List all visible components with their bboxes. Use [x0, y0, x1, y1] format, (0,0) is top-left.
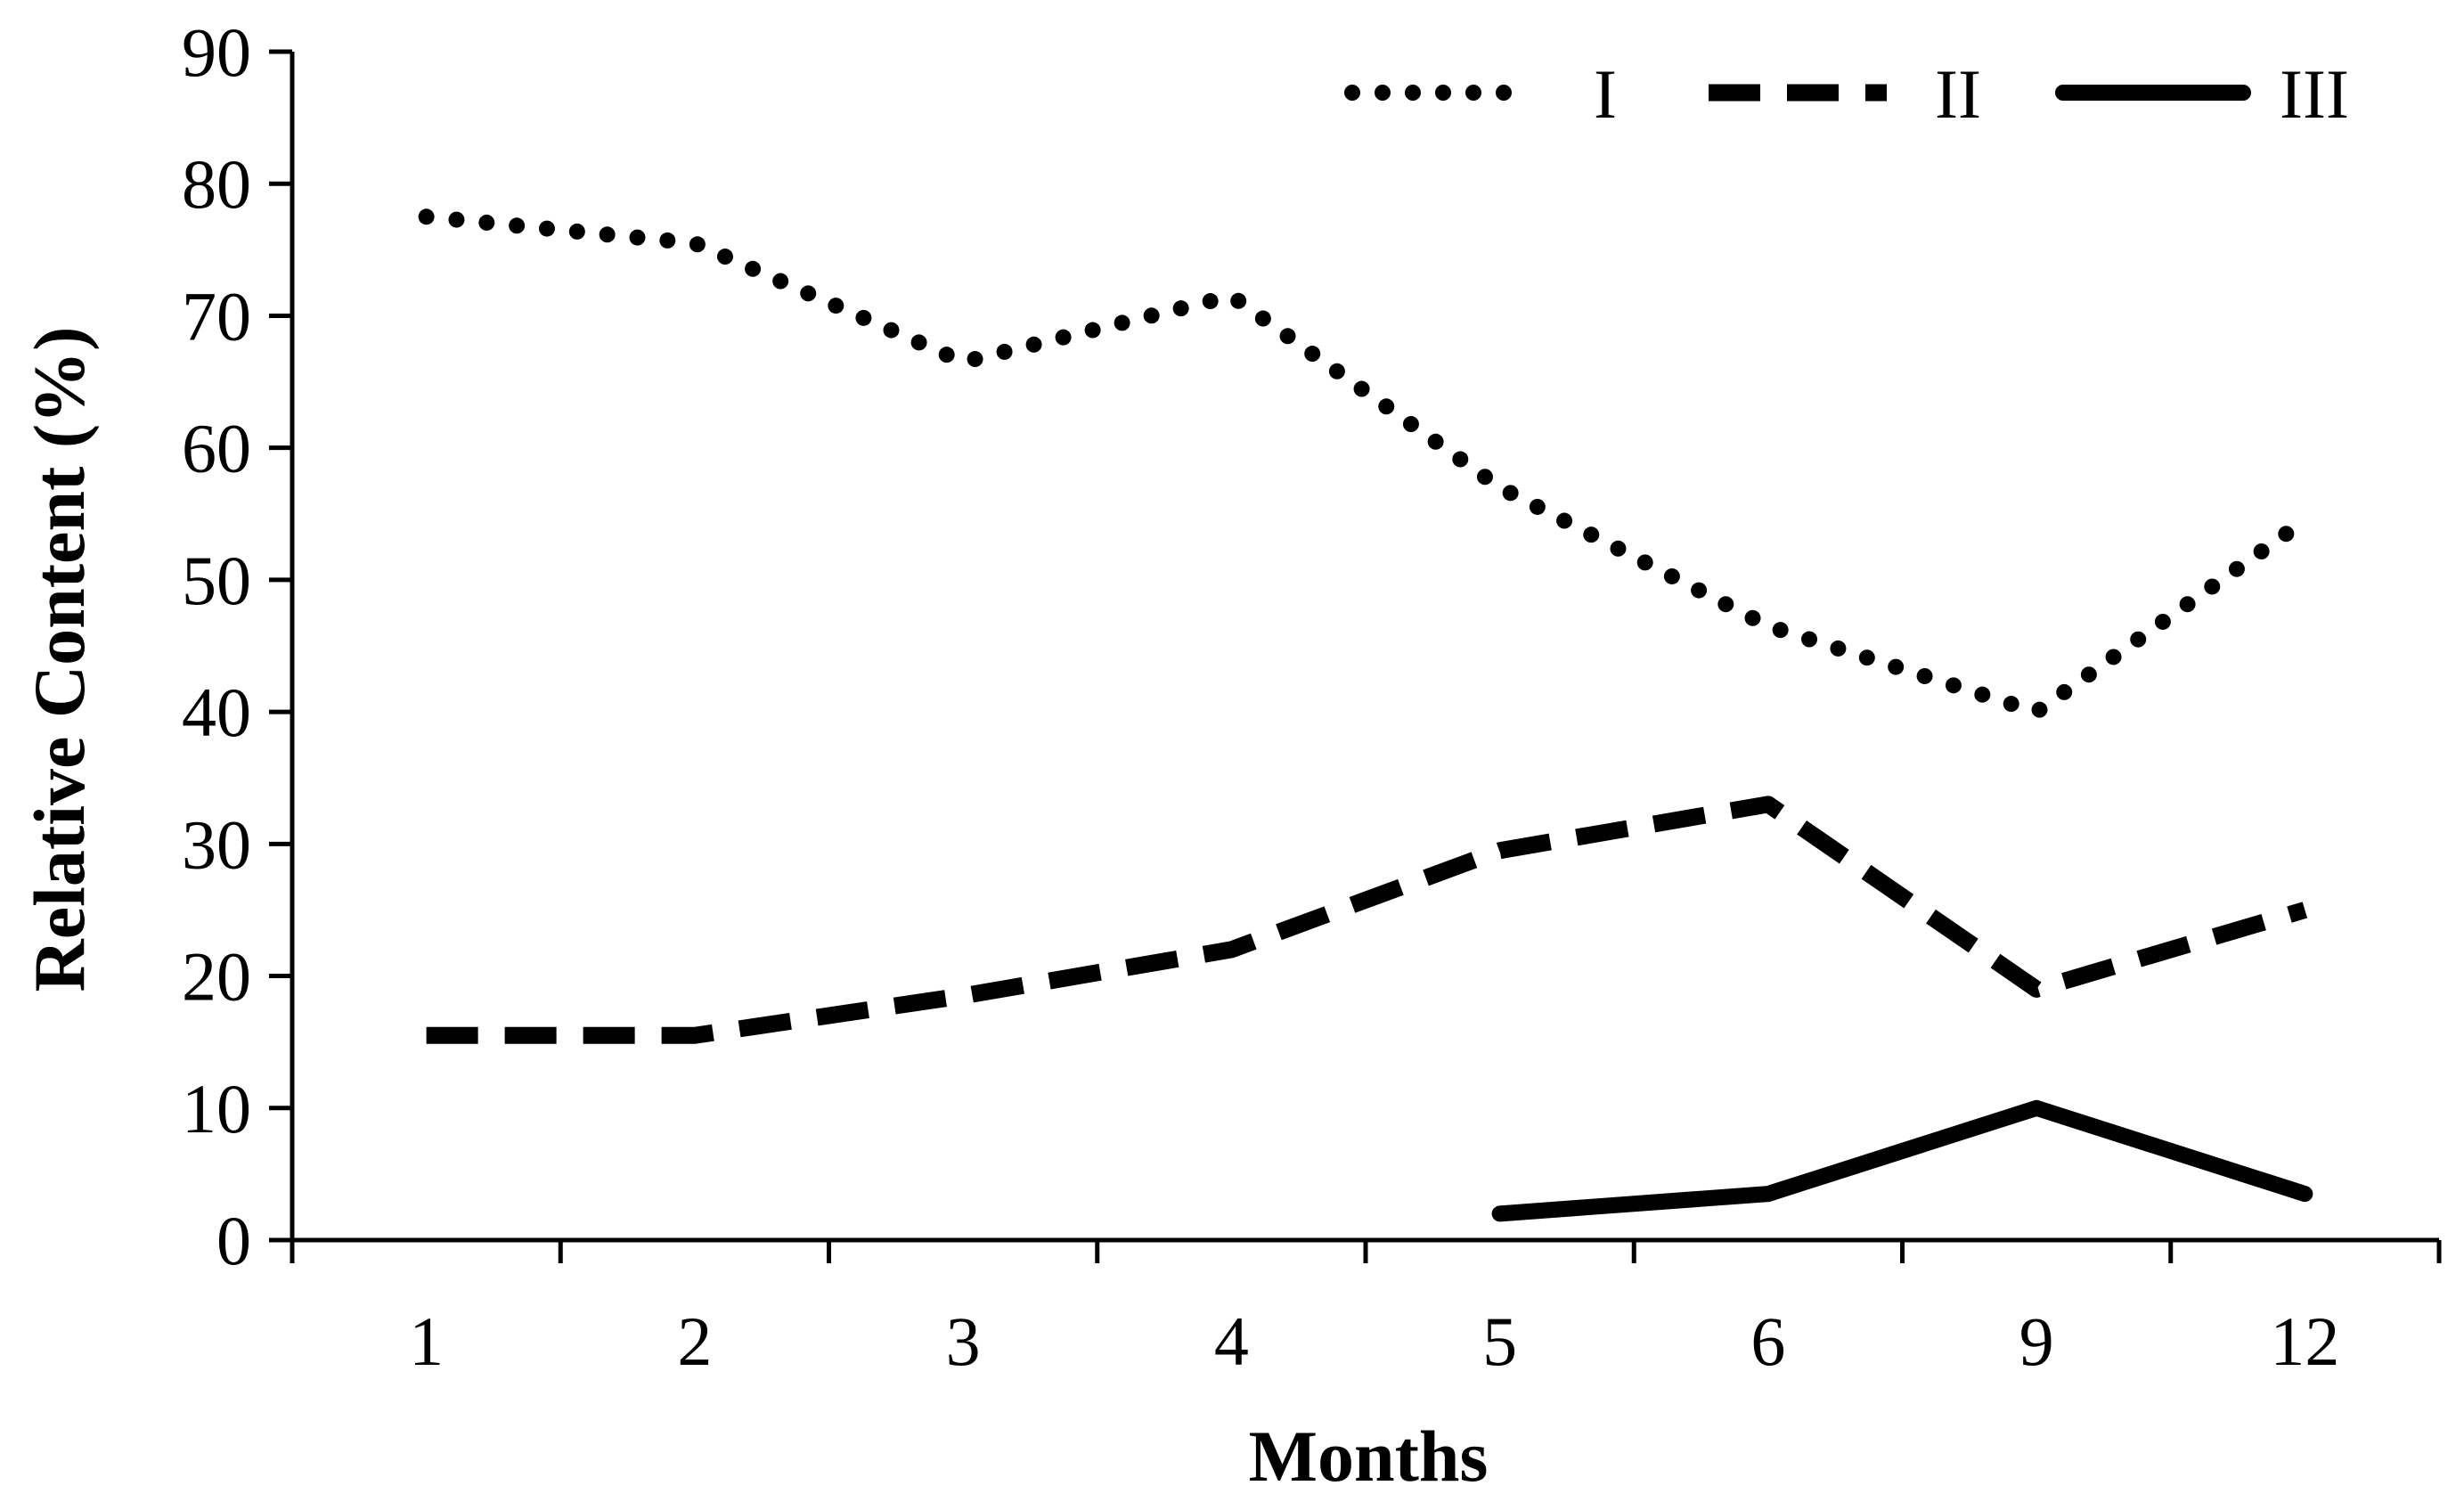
series-line-iii: [1491, 1099, 2313, 1222]
data-point-i: [962, 361, 964, 363]
series-line-i: [418, 208, 2313, 721]
x-tick-label: 3: [946, 1302, 981, 1380]
y-tick-label: 20: [182, 938, 251, 1016]
y-tick-label: 0: [216, 1202, 251, 1279]
y-tick-label: 70: [182, 277, 251, 355]
x-tick-label: 6: [1750, 1302, 1785, 1380]
series-line-ii: [426, 796, 2308, 1044]
y-tick-label: 90: [182, 13, 251, 91]
y-tick-label: 80: [182, 145, 251, 223]
x-tick-label: 12: [2270, 1302, 2339, 1380]
legend-label-iii: III: [2280, 55, 2349, 133]
data-point-i: [1499, 486, 1501, 488]
series-lines: [418, 208, 2313, 1222]
y-axis-title: Relative Content (%): [19, 327, 100, 992]
y-tick-label: 30: [182, 805, 251, 883]
x-tick-label: 9: [2019, 1302, 2054, 1380]
legend-label-i: I: [1594, 55, 1617, 133]
x-tick-label: 2: [677, 1302, 712, 1380]
data-point-i: [2304, 519, 2305, 521]
data-point-ii: [962, 995, 964, 997]
data-point-i: [1767, 625, 1769, 627]
x-tick-label: 4: [1214, 1302, 1249, 1380]
x-tick-label: 1: [409, 1302, 444, 1380]
legend-label-ii: II: [1935, 55, 1981, 133]
y-tick-label: 60: [182, 410, 251, 487]
y-tick-label: 10: [182, 1070, 251, 1147]
y-tick-label: 40: [182, 673, 251, 751]
y-tick-label: 50: [182, 542, 251, 619]
x-tick-label: 5: [1482, 1302, 1517, 1380]
x-axis-title: Months: [1249, 1416, 1489, 1497]
legend: I II III: [1344, 55, 2349, 133]
